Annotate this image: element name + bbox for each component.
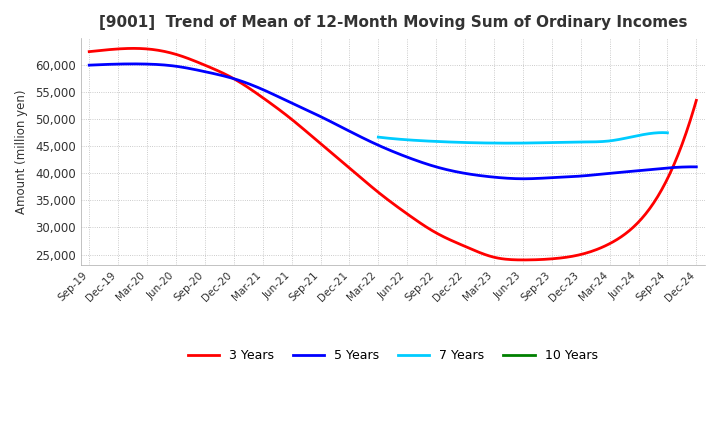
Line: 7 Years: 7 Years	[378, 132, 667, 143]
Title: [9001]  Trend of Mean of 12-Month Moving Sum of Ordinary Incomes: [9001] Trend of Mean of 12-Month Moving …	[99, 15, 687, 30]
Line: 5 Years: 5 Years	[89, 64, 696, 179]
3 Years	[87, 49, 96, 54]
5 Years	[449, 169, 457, 174]
7 Years	[374, 135, 382, 140]
7 Years	[637, 132, 646, 138]
3 Years	[639, 214, 648, 219]
5 Years	[692, 164, 701, 169]
3 Years	[600, 243, 609, 249]
3 Years	[449, 238, 457, 244]
5 Years	[519, 176, 528, 181]
7 Years	[552, 140, 561, 145]
7 Years	[375, 135, 384, 140]
Y-axis label: Amount (million yen): Amount (million yen)	[15, 89, 28, 214]
7 Years	[658, 130, 667, 135]
Line: 3 Years: 3 Years	[89, 48, 696, 260]
5 Years	[85, 62, 94, 68]
3 Years	[692, 98, 701, 103]
5 Years	[446, 168, 455, 173]
5 Years	[459, 170, 467, 176]
3 Years	[459, 243, 467, 248]
7 Years	[505, 140, 513, 146]
5 Years	[600, 171, 609, 176]
7 Years	[546, 140, 554, 145]
3 Years	[85, 49, 94, 54]
3 Years	[446, 238, 455, 243]
7 Years	[663, 130, 672, 136]
5 Years	[639, 168, 648, 173]
3 Years	[130, 46, 138, 51]
5 Years	[87, 62, 96, 68]
Legend: 3 Years, 5 Years, 7 Years, 10 Years: 3 Years, 5 Years, 7 Years, 10 Years	[183, 344, 603, 367]
7 Years	[618, 136, 627, 141]
7 Years	[547, 140, 556, 145]
5 Years	[130, 61, 138, 66]
3 Years	[519, 257, 528, 263]
